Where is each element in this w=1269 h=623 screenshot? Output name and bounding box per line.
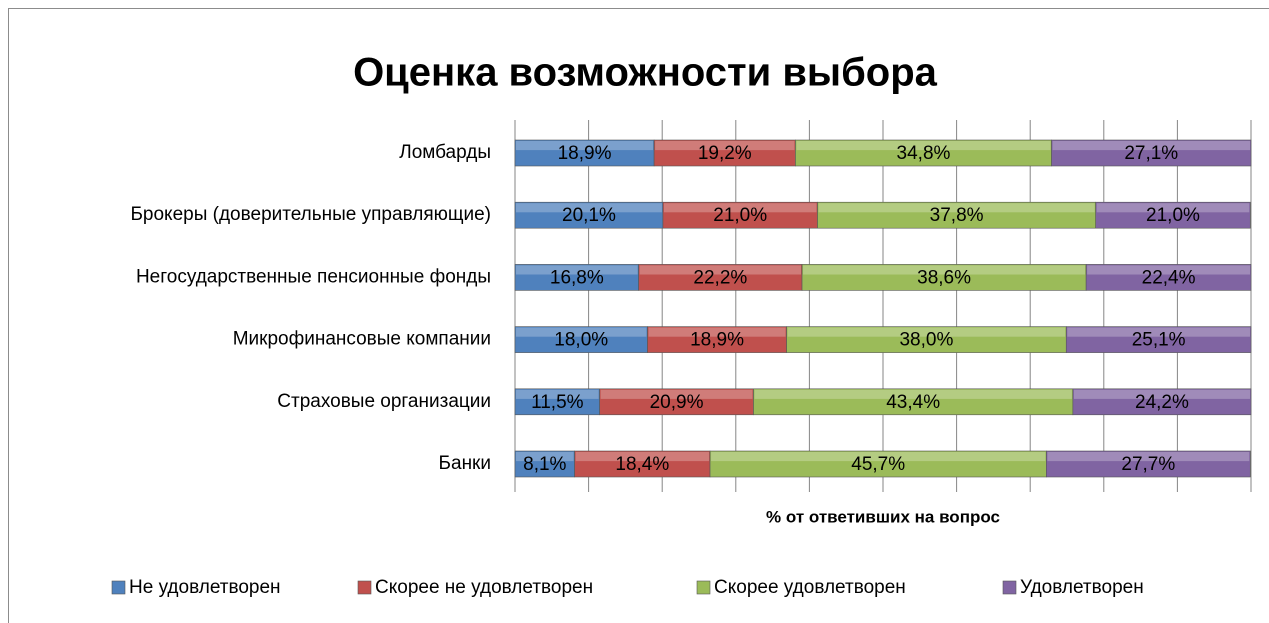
data-label: 21,0% <box>713 205 767 226</box>
y-tick-label: Ломбарды <box>399 142 491 163</box>
bar-shine <box>818 203 1095 213</box>
bar-shine <box>1067 327 1250 337</box>
bar-shine <box>516 327 647 337</box>
bar-shine <box>1073 389 1250 399</box>
data-label: 45,7% <box>851 454 905 475</box>
data-label: 18,9% <box>690 330 744 351</box>
legend-label: Скорее удовлетворен <box>714 577 906 598</box>
bar-shine <box>655 141 795 151</box>
legend-swatch <box>1002 580 1017 595</box>
bar-segment <box>1065 326 1252 353</box>
bar-segment <box>514 201 664 229</box>
bar-segment <box>514 388 600 416</box>
data-label: 25,1% <box>1132 330 1186 351</box>
bar-segment <box>574 450 711 478</box>
data-label: 22,4% <box>1142 267 1196 288</box>
bar-shine <box>648 327 786 337</box>
bar-segment <box>709 450 1047 478</box>
data-label: 43,4% <box>886 392 940 413</box>
bar-shine <box>803 265 1086 275</box>
bar-segment <box>647 326 787 353</box>
data-label: 8,1% <box>523 454 566 475</box>
bar-shine <box>663 203 817 213</box>
y-tick-label: Негосударственные пенсионные фонды <box>136 266 491 287</box>
bar-segment <box>801 264 1087 291</box>
bar-shine <box>516 141 654 151</box>
bar-segment <box>514 264 639 291</box>
bar-shine <box>1087 265 1250 275</box>
bar-shine <box>1096 203 1250 213</box>
bar-segment <box>1072 388 1252 416</box>
data-label: 18,4% <box>615 454 669 475</box>
bar-shine <box>516 452 574 462</box>
data-label: 20,1% <box>562 205 616 226</box>
data-label: 27,1% <box>1124 143 1178 164</box>
data-label: 24,2% <box>1135 392 1189 413</box>
bar-segment <box>786 326 1067 353</box>
bar-shine <box>516 203 662 213</box>
bar-segment <box>1095 201 1251 229</box>
data-label: 37,8% <box>930 205 984 226</box>
bar-segment <box>514 326 648 353</box>
y-tick-label: Брокеры (доверительные управляющие) <box>130 204 491 225</box>
bar-segment <box>795 139 1052 167</box>
bar-shine <box>711 452 1046 462</box>
chart-frame <box>8 8 1269 623</box>
legend-swatch <box>357 580 372 595</box>
x-axis-label: % от ответивших на вопрос <box>766 507 1000 526</box>
legend-label: Не удовлетворен <box>129 577 281 598</box>
legend-swatch <box>111 580 126 595</box>
y-tick-label: Банки <box>439 453 491 474</box>
bar-shine <box>1047 452 1250 462</box>
data-label: 22,2% <box>693 267 747 288</box>
data-label: 20,9% <box>650 392 704 413</box>
y-tick-label: Страховые организации <box>277 391 491 412</box>
bar-shine <box>787 327 1066 337</box>
y-tick-label: Микрофинансовые компании <box>233 329 491 350</box>
bar-segment <box>817 201 1097 229</box>
data-label: 21,0% <box>1146 205 1200 226</box>
data-label: 19,2% <box>698 143 752 164</box>
legend-swatch <box>696 580 711 595</box>
data-label: 38,6% <box>917 267 971 288</box>
bar-segment <box>638 264 803 291</box>
bar-segment <box>514 450 575 478</box>
data-label: 38,0% <box>899 330 953 351</box>
bar-shine <box>516 265 638 275</box>
bar-shine <box>600 389 753 399</box>
bar-shine <box>516 389 599 399</box>
data-label: 27,7% <box>1121 454 1175 475</box>
bar-segment <box>1051 139 1252 167</box>
bar-shine <box>575 452 710 462</box>
legend-label: Удовлетворен <box>1020 577 1144 598</box>
bar-segment <box>1046 450 1251 478</box>
data-label: 16,8% <box>550 267 604 288</box>
data-label: 34,8% <box>897 143 951 164</box>
bar-segment <box>1085 264 1252 291</box>
bar-shine <box>639 265 802 275</box>
data-label: 18,0% <box>554 330 608 351</box>
bar-segment <box>653 139 796 167</box>
bar-segment <box>753 388 1074 416</box>
bar-shine <box>754 389 1072 399</box>
bar-shine <box>796 141 1051 151</box>
data-label: 18,9% <box>558 143 612 164</box>
bar-segment <box>599 388 754 416</box>
bar-shine <box>1052 141 1250 151</box>
data-label: 11,5% <box>531 392 584 413</box>
legend-label: Скорее не удовлетворен <box>375 577 593 598</box>
chart-title: Оценка возможности выбора <box>353 51 938 95</box>
bar-segment <box>514 139 655 167</box>
